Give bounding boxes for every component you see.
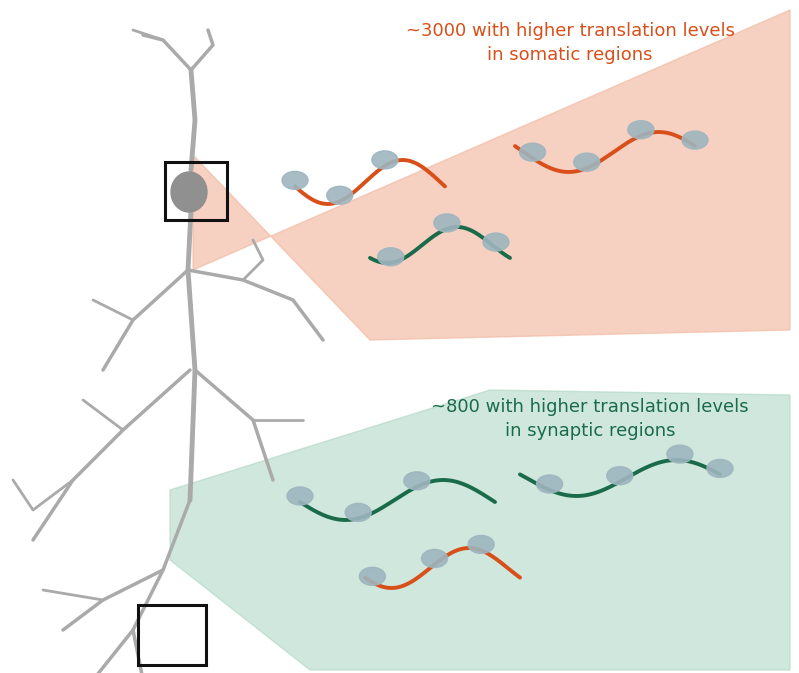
Bar — [138, 605, 206, 665]
Text: ~800 with higher translation levels
in synaptic regions: ~800 with higher translation levels in s… — [431, 398, 749, 439]
Polygon shape — [170, 390, 790, 670]
Ellipse shape — [468, 536, 494, 553]
Ellipse shape — [682, 131, 708, 149]
Ellipse shape — [287, 487, 313, 505]
Ellipse shape — [171, 172, 207, 212]
Ellipse shape — [422, 549, 447, 567]
Ellipse shape — [282, 172, 308, 189]
Ellipse shape — [360, 567, 385, 586]
Ellipse shape — [372, 151, 398, 169]
Ellipse shape — [483, 233, 509, 251]
Ellipse shape — [707, 460, 733, 477]
Ellipse shape — [378, 248, 403, 266]
Ellipse shape — [537, 475, 562, 493]
Ellipse shape — [403, 472, 430, 490]
Ellipse shape — [327, 186, 352, 205]
Text: ~3000 with higher translation levels
in somatic regions: ~3000 with higher translation levels in … — [406, 22, 734, 64]
Ellipse shape — [434, 214, 460, 232]
Ellipse shape — [606, 466, 633, 485]
Polygon shape — [193, 10, 790, 340]
Ellipse shape — [345, 503, 372, 522]
Bar — [165, 162, 227, 220]
Ellipse shape — [667, 445, 693, 463]
Ellipse shape — [574, 153, 600, 171]
Ellipse shape — [519, 143, 546, 161]
Ellipse shape — [628, 120, 654, 139]
